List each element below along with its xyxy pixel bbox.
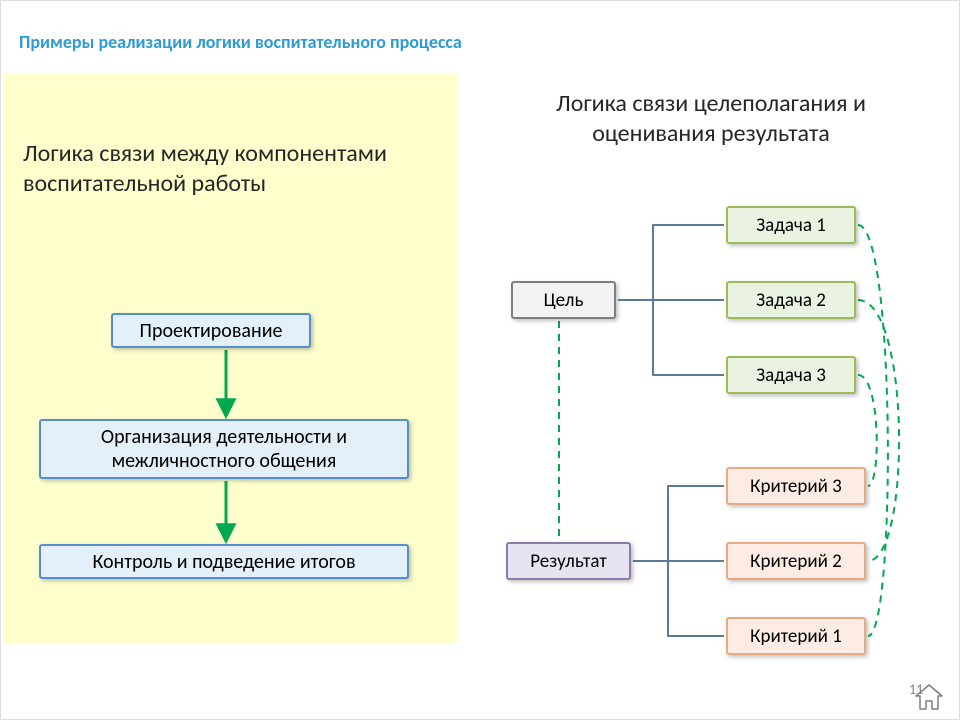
diagram-box: Критерий 1	[726, 617, 866, 655]
diagram-box: Цель	[511, 281, 616, 319]
left-subtitle: Логика связи между компонентами воспитат…	[23, 139, 403, 199]
slide: Примеры реализации логики воспитательног…	[0, 0, 960, 720]
diagram-box: Задача 1	[726, 206, 856, 244]
diagram-box: Задача 3	[726, 356, 856, 394]
diagram-box: Контроль и подведение итогов	[39, 544, 409, 579]
home-icon[interactable]	[913, 681, 945, 713]
right-subtitle: Логика связи целеполагания и оценивания …	[496, 89, 926, 149]
slide-title: Примеры реализации логики воспитательног…	[19, 31, 462, 53]
diagram-box: Критерий 3	[726, 467, 866, 505]
diagram-box: Организация деятельности и межличностног…	[39, 419, 409, 479]
diagram-box: Критерий 2	[726, 542, 866, 580]
diagram-box: Задача 2	[726, 281, 856, 319]
diagram-box: Проектирование	[111, 313, 311, 348]
diagram-box: Результат	[506, 542, 631, 580]
